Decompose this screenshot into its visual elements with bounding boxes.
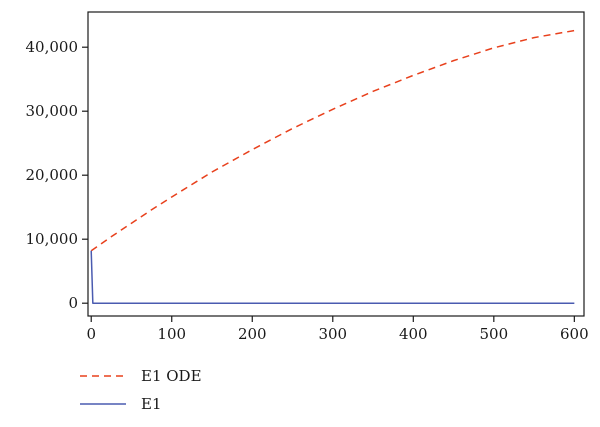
- y-tick-label: 10,000: [26, 230, 79, 248]
- y-tick-label: 20,000: [26, 166, 79, 184]
- y-axis: 0 10,000 20,000 30,000 40,000: [26, 38, 88, 312]
- x-tick-label: 300: [318, 325, 347, 343]
- x-axis: 0 100 200 300 400 500 600: [86, 316, 589, 343]
- x-tick-label: 100: [157, 325, 186, 343]
- x-tick-label: 400: [399, 325, 428, 343]
- legend: E1 ODE E1: [80, 367, 202, 413]
- x-tick-label: 0: [86, 325, 96, 343]
- x-tick-label: 200: [238, 325, 267, 343]
- x-tick-label: 600: [560, 325, 589, 343]
- legend-label-e1-ode: E1 ODE: [141, 367, 202, 385]
- legend-label-e1: E1: [141, 395, 162, 413]
- x-tick-label: 500: [479, 325, 508, 343]
- y-tick-label: 30,000: [26, 102, 79, 120]
- series-line-e1-ode: [90, 29, 575, 252]
- y-tick-label: 40,000: [26, 38, 79, 56]
- series-line-e1: [90, 250, 575, 304]
- plot-frame: [87, 11, 585, 317]
- y-tick-label: 0: [68, 294, 78, 312]
- series-layer: [90, 29, 575, 304]
